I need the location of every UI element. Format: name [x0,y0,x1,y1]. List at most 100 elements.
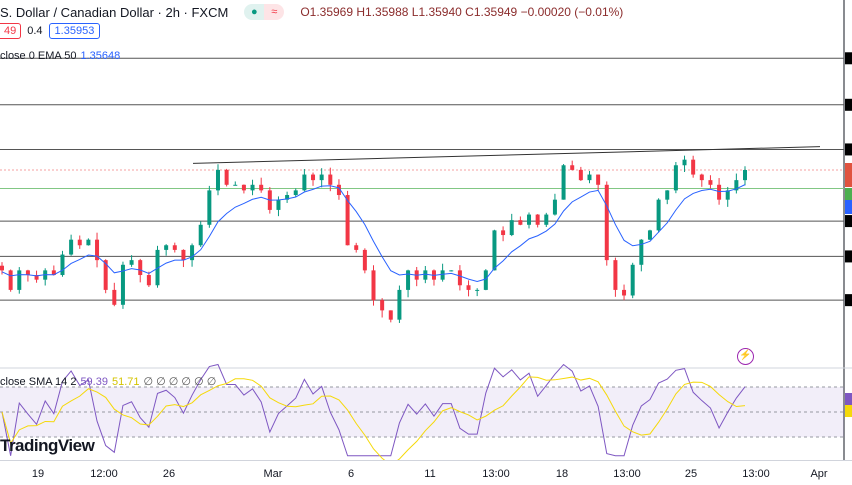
lightning-icon[interactable]: ⚡ [737,348,754,365]
candle-body [215,169,220,191]
candle-body [639,239,644,265]
candle-body [596,174,601,185]
candle-body [129,260,134,265]
candle-body [570,165,575,170]
candle-body [699,174,704,181]
candle-body [293,190,298,196]
candle-body [561,165,566,200]
level-price-label [845,215,852,228]
trendline [192,146,821,164]
rsi-value-label [845,393,852,405]
candle-body [207,190,212,225]
time-label: 25 [684,468,698,480]
candle-body [552,199,557,215]
candle-body [250,184,255,191]
candle-body [276,199,281,210]
time-label: 12:00 [90,468,118,480]
price-chart[interactable] [0,0,852,460]
time-label: 13:00 [482,468,510,480]
level-price-label [845,143,852,156]
candle-body [328,174,333,185]
buy-button[interactable]: 1.35953 [48,23,101,39]
tradingview-logo[interactable]: TradingView [0,436,95,455]
candle-body [34,275,39,280]
level-price-label [845,294,852,307]
candle-body [0,265,4,271]
candle-body [544,214,549,225]
time-label: 6 [347,468,355,480]
candle-body [475,289,480,291]
candle-body [224,169,229,185]
candle-body [95,239,100,261]
candle-body [604,184,609,261]
candle-body [397,289,402,320]
candle-body [362,249,367,271]
candle-body [527,214,532,225]
candle-body [535,214,540,225]
candle-body [647,230,652,240]
candle-body [146,275,151,286]
candle-body [483,270,488,290]
market-open-icon: ● [244,4,265,20]
candle-body [138,260,143,276]
candle-body [630,264,635,296]
time-axis[interactable]: 19 12:00 26 Mar 6 11 13:00 18 13:00 25 1… [0,460,852,485]
candle-body [336,184,341,196]
candle-body [682,159,687,166]
price-label-blue [845,200,852,214]
candle-body [233,184,238,186]
rsi-legend[interactable]: close SMA 14 2 59.39 51.71 ∅ ∅ ∅ ∅ ∅ ∅ [0,376,217,388]
candle-body [449,270,454,272]
level-price-label [845,98,852,111]
candle-body [241,184,246,191]
spread: 0.4 [27,25,43,37]
candle-body [69,239,74,255]
candle-body [734,180,739,191]
candle-body [656,199,661,231]
status-pill[interactable]: ● ≈ [244,4,285,20]
ema-line [1,184,746,283]
candle-body [587,174,592,181]
candle-body [190,245,195,261]
candle-body [423,270,428,280]
candle-body [311,174,316,181]
candle-body [120,264,125,305]
time-label: 13:00 [613,468,641,480]
candle-body [406,270,411,290]
candle-body [622,289,627,296]
candle-body [181,249,186,261]
approx-icon: ≈ [264,4,285,20]
candle-body [319,174,324,181]
time-label: Mar [263,468,283,480]
candle-body [8,270,13,290]
candle-body [155,249,160,286]
sell-button[interactable]: 49 [0,23,22,39]
rsi-line [1,363,746,457]
symbol-title[interactable]: S. Dollar / Canadian Dollar · 2h · FXCM [0,4,229,20]
candle-body [354,245,359,250]
ema-legend[interactable]: close 0 EMA 50 1.35648 [0,50,121,62]
level-price-label [845,52,852,65]
candle-body [743,170,747,181]
candle-body [440,270,445,280]
candle-body [492,230,497,271]
candle-body [673,165,678,191]
time-label: 19 [31,468,45,480]
candle-body [371,270,376,301]
time-label: 18 [555,468,569,480]
time-label: Apr [810,468,828,480]
candle-body [25,270,30,276]
candle-body [345,195,350,246]
candle-body [466,285,471,290]
candle-body [259,184,264,191]
candle-body [725,190,730,200]
candle-body [380,300,385,311]
candle-body [708,180,713,185]
candle-body [112,289,117,305]
candle-body [578,169,583,181]
candle-body [501,230,506,236]
price-label-green [845,188,852,200]
rsi-sma-value-label [845,405,852,417]
candle-body [285,195,290,200]
candle-body [60,254,65,276]
